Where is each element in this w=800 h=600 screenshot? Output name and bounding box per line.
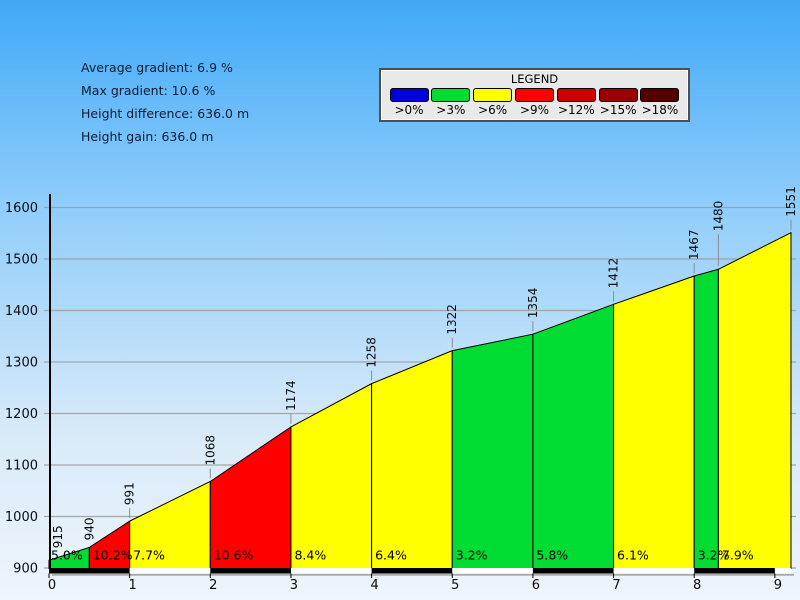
km-scale-bar-segment	[694, 568, 775, 574]
gradient-9-swatch	[514, 88, 554, 102]
gradient-15-swatch	[598, 88, 638, 102]
y-axis-tick-label: 1100	[5, 459, 38, 474]
legend-item: >12%	[556, 88, 596, 117]
legend-title: LEGEND	[510, 72, 559, 86]
gradient-0-swatch	[389, 88, 429, 102]
gradient-label: 6.1%	[617, 548, 649, 563]
legend-item: >3%	[431, 88, 471, 117]
gradient-label: 5.8%	[536, 548, 568, 563]
x-axis-tick-label: 5	[451, 578, 459, 593]
x-axis-tick-label: 7	[612, 578, 620, 593]
profile-segment	[717, 231, 792, 569]
y-axis-tick-label: 1000	[5, 510, 38, 525]
x-axis-tick-label: 1	[129, 578, 137, 593]
profile-segment	[290, 382, 373, 569]
legend-item: >18%	[640, 88, 680, 117]
profile-segment	[693, 268, 719, 569]
elevation-label: 940	[82, 517, 96, 540]
elevation-label: 1174	[284, 380, 298, 411]
legend-item: >15%	[598, 88, 638, 117]
legend-item-label: >0%	[394, 103, 424, 117]
elevation-label: 1068	[203, 435, 217, 466]
legend-item: >6%	[473, 88, 513, 117]
stat-average-gradient: Average gradient: 6.9 %	[81, 60, 233, 75]
elevation-label: 1412	[607, 258, 621, 289]
gradient-18-swatch	[640, 88, 680, 102]
gradient-label: 8.4%	[294, 548, 326, 563]
y-axis-tick-label: 1300	[5, 356, 38, 371]
elevation-label: 1322	[445, 304, 459, 335]
climb-stats: Average gradient: 6.9 % Max gradient: 10…	[81, 56, 249, 148]
km-scale-bar-segment	[371, 568, 453, 574]
elevation-label: 1551	[784, 186, 798, 217]
legend-item-label: >3%	[436, 103, 466, 117]
gradient-label: 7.9%	[722, 548, 754, 563]
gradient-label: 10.2%	[93, 548, 133, 563]
legend-item-label: >9%	[519, 103, 550, 117]
y-axis-tick-label: 1200	[5, 407, 38, 422]
gradient-6-swatch	[473, 88, 513, 102]
legend-item-label: >12%	[557, 103, 595, 117]
y-axis-tick-label: 1500	[5, 253, 38, 268]
elevation-label: 1480	[711, 201, 725, 232]
legend-item: >9%	[514, 88, 554, 117]
km-scale-bar-segment	[532, 568, 614, 574]
gradient-12-swatch	[556, 88, 596, 102]
gradient-label: 5.0%	[51, 548, 83, 563]
elevation-label: 1258	[365, 337, 379, 368]
profile-segment	[371, 349, 453, 569]
profile-segment	[613, 275, 695, 569]
legend-item: >0%	[389, 88, 429, 117]
elevation-label: 991	[123, 482, 137, 505]
x-axis-tick-label: 2	[209, 578, 217, 593]
gradient-label: 10.6%	[214, 548, 254, 563]
y-axis-tick-label: 1600	[5, 201, 38, 216]
elevation-label: 1354	[526, 288, 540, 319]
stat-height-difference: Height difference: 636.0 m	[81, 106, 250, 121]
y-axis-tick-label: 1400	[5, 304, 38, 319]
x-axis-tick-label: 6	[532, 578, 540, 593]
legend-item-label: >18%	[641, 103, 679, 117]
x-axis-tick-label: 9	[774, 578, 782, 593]
elevation-label: 1467	[687, 229, 701, 260]
profile-segment	[451, 333, 534, 569]
elevation-label: 915	[51, 525, 65, 548]
legend-item-label: >6%	[478, 103, 508, 117]
stat-max-gradient: Max gradient: 10.6 %	[81, 83, 216, 98]
y-axis-tick-label: 900	[13, 562, 38, 577]
gradient-label: 7.7%	[133, 548, 165, 563]
gradient-label: 3.2%	[698, 548, 730, 563]
gradient-label: 3.2%	[456, 548, 488, 563]
x-axis-tick-label: 3	[290, 578, 298, 593]
x-axis-tick-label: 4	[370, 578, 378, 593]
km-scale-bar-segment	[49, 568, 130, 574]
gradient-label: 6.4%	[375, 548, 407, 563]
x-axis-tick-label: 0	[48, 578, 56, 593]
x-axis-tick-label: 8	[693, 578, 701, 593]
stat-height-gain: Height gain: 636.0 m	[81, 129, 214, 144]
profile-segment	[532, 303, 615, 569]
legend-item-label: >15%	[599, 103, 637, 117]
km-scale-bar-segment	[210, 568, 291, 574]
legend-row: >0% >3% >6% >9% >12% >15%	[381, 86, 688, 117]
legend: LEGEND >0% >3% >6% >9% >12%	[379, 68, 690, 122]
gradient-3-swatch	[431, 88, 471, 102]
